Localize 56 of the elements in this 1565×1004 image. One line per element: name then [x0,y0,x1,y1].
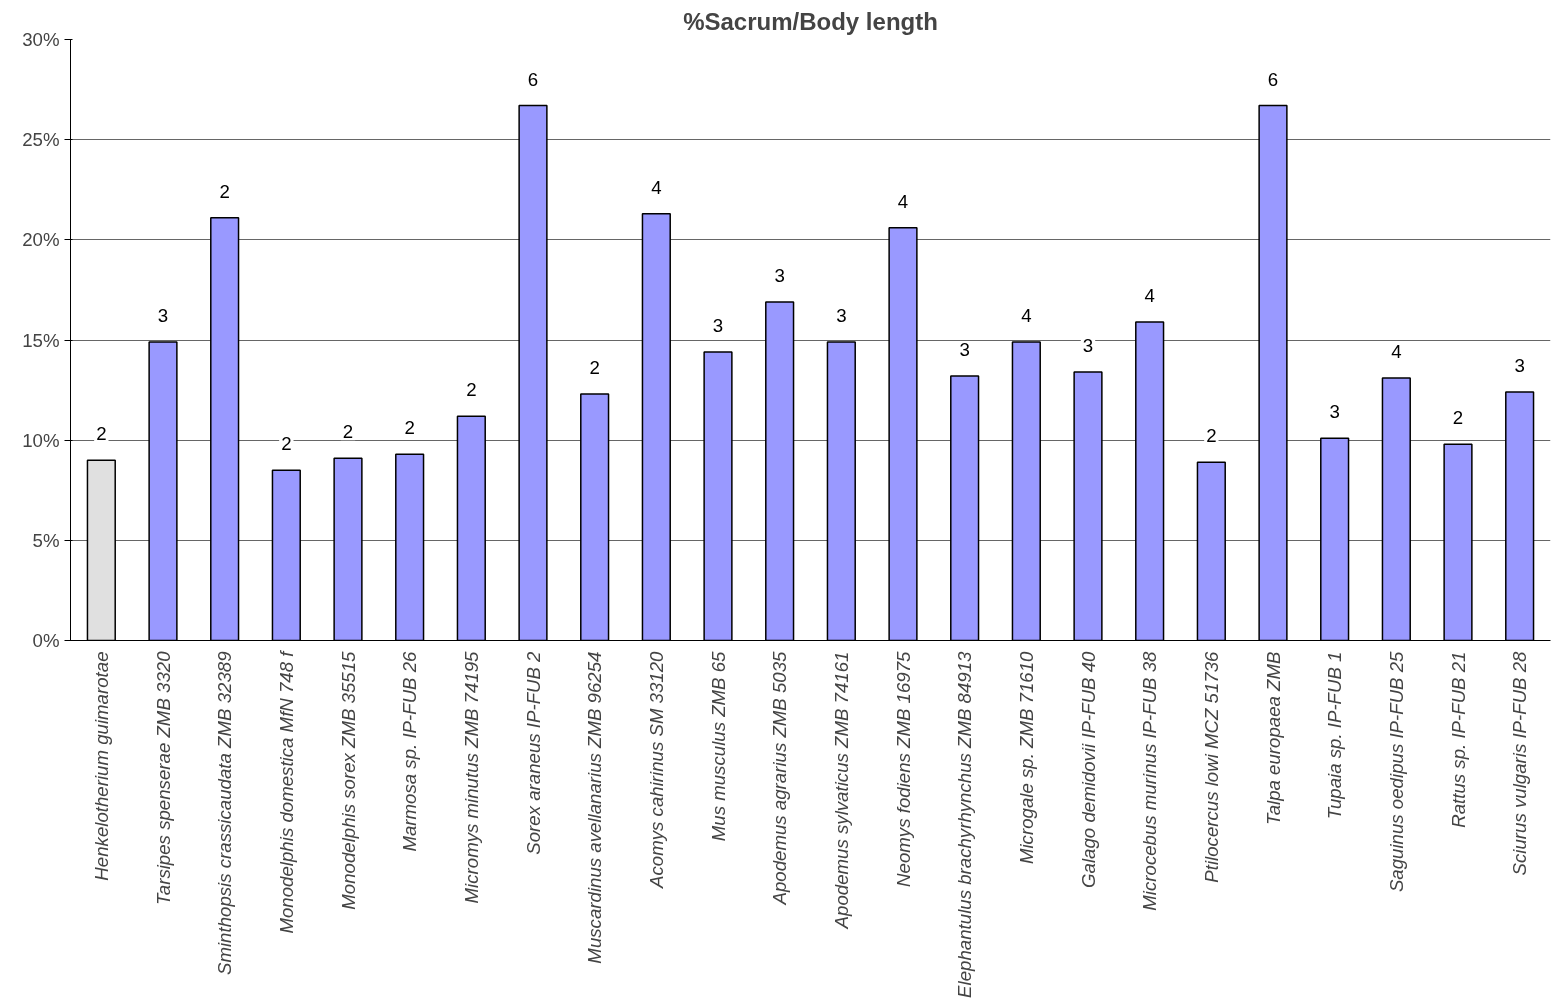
y-tick-label: 25% [22,129,60,151]
annotation: 3 [836,305,847,326]
y-tick-label: 15% [22,329,60,351]
annotation: 3 [1514,355,1525,377]
y-tick-label: 10% [22,429,60,451]
annotation: 6 [527,68,539,90]
annotation: 3 [1082,335,1094,357]
x-tick-label: Talpa europaea ZMB [1262,651,1284,826]
x-tick-label: Micromys minutus ZMB 74195 [460,650,482,904]
annotation: 4 [1144,284,1155,306]
annotation: 2 [342,421,354,443]
x-tick-label: Sorex araneus IP-FUB 2 [522,650,544,855]
annotation: 2 [466,379,477,401]
x-tick-label: Mus musculus ZMB 65 [707,650,729,842]
annotation: 3 [157,305,169,326]
annotation: 2 [1206,425,1217,447]
y-tick-label: 5% [32,529,60,551]
annotation: 3 [774,264,785,286]
annotation: 3 [1329,401,1340,423]
x-tick-label: Rattus sp. IP-FUB 21 [1447,651,1469,828]
annotation: 4 [1021,305,1032,326]
x-tick-label: Saguinus oedipus IP-FUB 25 [1385,650,1407,893]
annotation: 3 [959,339,970,361]
annotation: 4 [1391,341,1402,363]
chart-title: %Sacrum/Body length [683,7,938,35]
x-tick-label: Elephantulus brachyrhynchus ZMB 84913 [954,650,976,998]
x-tick-label: Monodelphis domestica MfN 748 f [275,649,297,934]
x-tick-label: Galago demidovii IP-FUB 40 [1077,650,1099,888]
annotation: 4 [897,190,909,212]
x-tick-label: Tupaia sp. IP-FUB 1 [1324,651,1346,820]
annotation: 2 [219,180,230,202]
x-tick-label: Tarsipes spenserae ZMB 3320 [152,650,174,905]
x-tick-label: Sciurus vulgaris IP-FUB 28 [1509,650,1531,876]
annotation: 3 [712,315,724,337]
x-tick-label: Apodemus agrarius ZMB 5035 [769,650,791,906]
annotation: 4 [651,176,662,198]
x-tick-label: Sminthopsis crassicaudata ZMB 32389 [214,651,236,976]
annotation: 6 [1267,68,1279,90]
x-tick-label: Neomys fodiens ZMB 16975 [892,650,914,887]
x-tick-label: Ptilocercus lowi MCZ 51736 [1200,650,1222,883]
x-tick-label: Apodemus sylvaticus ZMB 74161 [830,651,852,930]
x-tick-label: Monodelphis sorex ZMB 35515 [337,650,359,910]
y-tick-label: 30% [22,29,60,50]
x-tick-label: Acomys cahirinus SM 33120 [645,650,667,889]
annotation: 2 [1452,407,1464,429]
annotation: 2 [96,423,107,445]
y-tick-label: 0% [32,630,60,651]
annotation: 2 [589,357,600,379]
x-tick-label: Microcebus murinus IP-FUB 38 [1139,650,1161,911]
annotation: 2 [281,433,292,455]
annotation: 2 [404,417,415,439]
x-tick-label: Henkelotherium guimarotae [90,651,112,881]
x-tick-label: Microgale sp. ZMB 71610 [1015,650,1037,865]
x-tick-label: Muscardinus avellanarius ZMB 96254 [584,651,606,964]
x-tick-label: Marmosa sp. IP-FUB 26 [399,650,421,852]
y-tick-label: 20% [22,229,60,251]
